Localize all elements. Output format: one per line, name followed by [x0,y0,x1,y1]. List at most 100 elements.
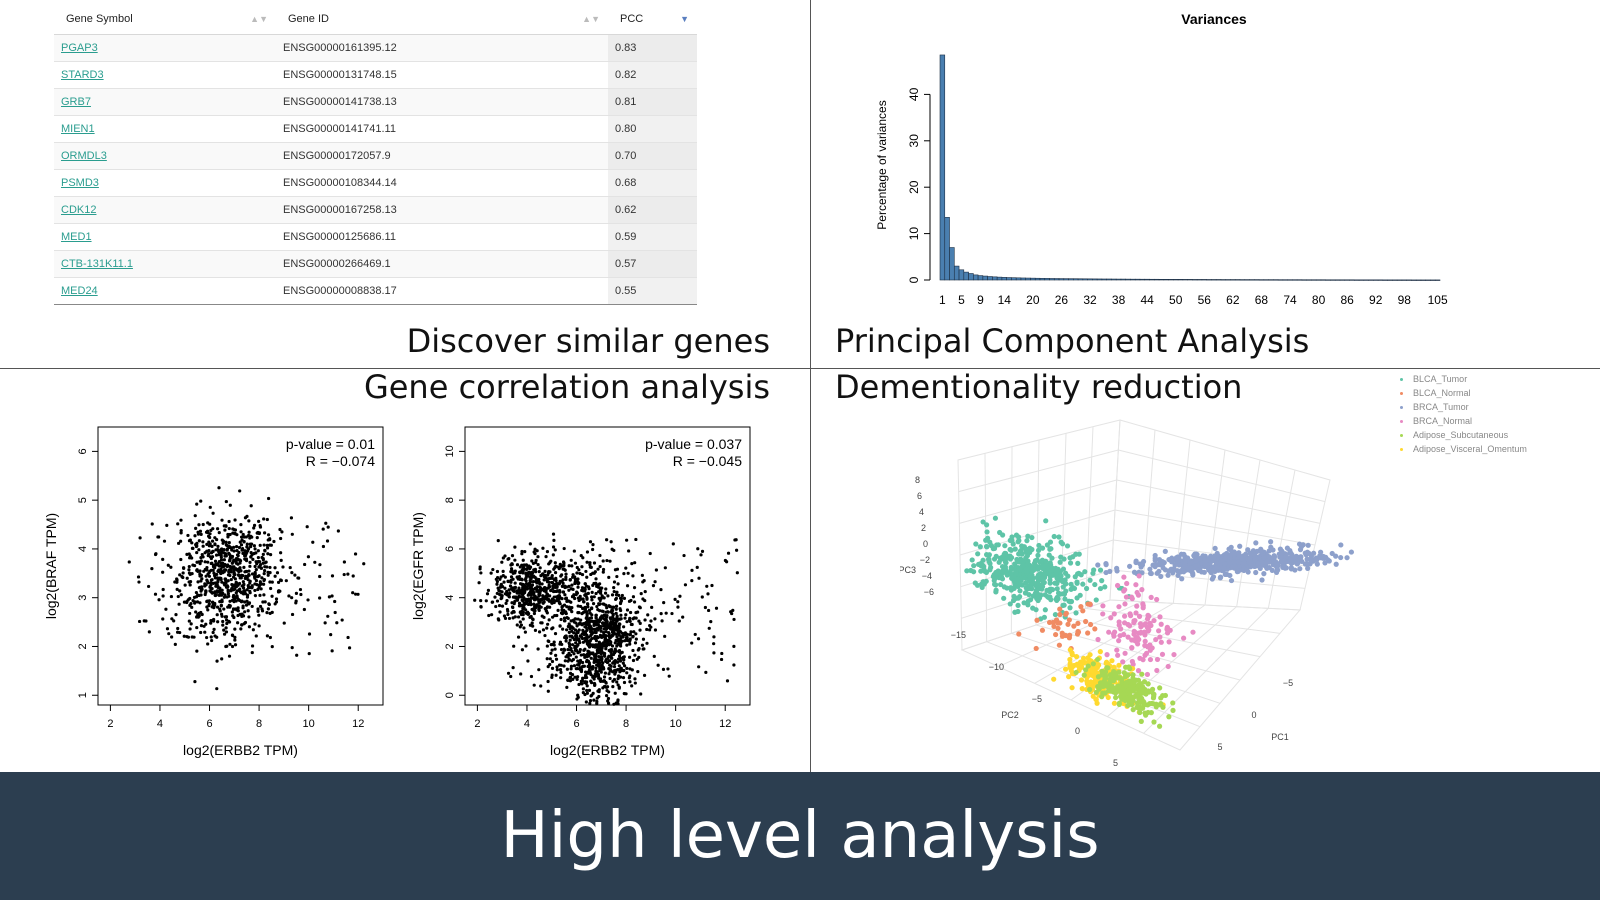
scatter-point [217,550,221,554]
scatter-point [532,611,537,616]
scatter-point [616,631,621,635]
scatter-point [585,550,590,554]
scatter-point [586,585,591,589]
header-label: PCC [620,13,644,25]
scatter-point [554,578,558,583]
scatter-point [269,543,273,547]
x-tick-label: 4 [524,718,530,730]
scatter-point [574,655,578,659]
scatter-point [203,567,207,572]
gene-symbol-link[interactable]: PSMD3 [61,177,99,189]
variance-bar [1396,279,1403,281]
scatter-point [598,678,602,683]
variance-bar [1263,279,1269,281]
gene-symbol-link[interactable]: MED24 [61,285,98,297]
scatter-point [170,635,174,639]
gene-symbol-link[interactable]: STARD3 [61,69,104,81]
variance-bar [953,265,960,281]
scatter-point [621,676,626,680]
scatter-point [537,570,541,574]
scatter-point [256,549,260,553]
scatter-point [505,599,509,603]
scatter-point [625,643,629,647]
scatter-point [732,644,736,648]
scatter-point [252,575,257,579]
pca-point [1105,665,1111,671]
scatter-point [572,620,576,624]
scatter-point [526,593,530,597]
scatter-point [676,600,680,604]
scatter-point [311,540,315,544]
gene-symbol-link[interactable]: MED1 [61,231,92,243]
pca-point [1016,581,1022,587]
scatter-point [518,620,522,624]
pca-point [1047,577,1053,583]
pca-point [1056,534,1062,540]
scatter-point [279,578,283,583]
pca-point [1227,553,1233,559]
scatter-point [186,533,190,538]
gene-symbol-link[interactable]: ORMDL3 [61,150,107,162]
pca-point [1114,568,1120,574]
scatter-point [693,632,697,637]
scatter-point [248,560,252,564]
scatter-point [612,548,616,553]
scatter-point [609,656,614,660]
sort-icon[interactable]: ▲▼ [250,14,268,24]
scatter-point [520,588,524,593]
variance-bar [1430,279,1436,281]
gene-symbol-link[interactable]: MIEN1 [61,123,95,135]
scatter-point [555,668,559,672]
legend-label: Adipose_Visceral_Omentum [1413,444,1527,454]
header-pcc[interactable]: PCC ▼ [608,4,697,35]
scatter-point [617,593,621,597]
sort-icon[interactable]: ▲▼ [582,14,600,24]
scatter-point [153,552,158,557]
cell-gene-symbol: STARD3 [54,61,276,89]
header-gene-symbol[interactable]: Gene Symbol ▲▼ [54,4,276,35]
scatter-point [210,539,215,543]
scatter-point [611,670,615,674]
scatter-point [261,600,265,604]
sort-desc-icon[interactable]: ▼ [680,14,689,24]
x-tick-label: 5 [958,293,965,307]
scatter-point [537,606,541,610]
gene-symbol-link[interactable]: CDK12 [61,204,97,216]
pca-point [1087,652,1093,658]
pca-point [1085,663,1091,669]
scatter-point [290,612,295,617]
scatter-point [496,617,500,621]
scatter-point [611,661,615,665]
scatter-point [236,621,240,625]
gene-symbol-link[interactable]: GRB7 [61,96,91,108]
scatter-point [205,529,210,533]
header-gene-id[interactable]: Gene ID ▲▼ [276,4,608,35]
scatter-point [545,644,549,648]
scatter-point [294,591,299,595]
pca-point [1170,570,1176,576]
pca-point [1012,546,1018,552]
vertical-divider [810,0,811,772]
pca-point [1146,613,1152,619]
scatter-point [612,589,616,594]
scatter-point [213,536,217,540]
pca-point [1059,541,1066,547]
pca-point [1165,663,1171,670]
pca-point [1154,596,1160,603]
scatter-point [594,666,598,670]
gene-symbol-link[interactable]: CTB-131K11.1 [61,258,133,270]
gene-symbol-link[interactable]: PGAP3 [61,42,98,54]
scatter-point [513,599,517,604]
scatter-point [226,579,230,583]
scatter-point [616,698,620,702]
pca-point [1211,555,1217,561]
scatter-point [247,615,251,619]
scatter-point [575,666,580,671]
pca-point [1156,556,1163,563]
scatter-point [239,523,243,527]
scatter-point [330,574,335,578]
pca-point [1033,645,1039,652]
scatter-point [528,623,532,627]
scatter-point [502,580,506,584]
scatter-point [536,562,540,567]
